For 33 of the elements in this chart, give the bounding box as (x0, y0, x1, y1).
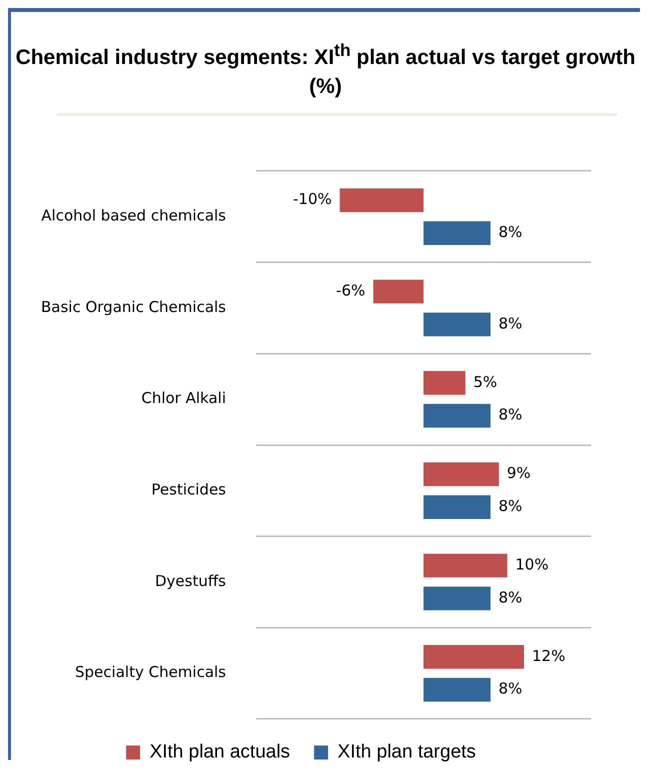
bar (424, 678, 490, 702)
data-label: 12% (532, 646, 566, 665)
data-label: -6% (336, 281, 366, 300)
data-label: 8% (498, 314, 522, 332)
y-tick-label: Alcohol based chemicals (41, 206, 226, 225)
bar (424, 221, 490, 245)
y-tick-label: Pesticides (151, 480, 226, 499)
chart-title: Chemical industry segments: XI$^{th}$ plan actual vs target growth (%) (14, 39, 636, 100)
bar (424, 495, 490, 519)
bar (424, 462, 499, 486)
legend-label: XIth plan actuals (150, 742, 290, 763)
data-label: 8% (498, 496, 522, 515)
bar (424, 554, 508, 578)
legend-label: XIth plan targets (338, 742, 476, 763)
data-label: 8% (498, 222, 522, 241)
bar (424, 404, 490, 428)
data-label: 8% (498, 406, 522, 424)
data-label: -10% (292, 190, 332, 208)
y-tick-label: Specialty Chemicals (75, 663, 226, 682)
data-label: 9% (506, 464, 531, 482)
bar (340, 188, 424, 212)
bar (373, 280, 424, 304)
data-label: 5% (473, 372, 498, 391)
data-label: 8% (498, 680, 522, 698)
data-label: 8% (498, 588, 522, 606)
y-tick-label: Chlor Alkali (141, 389, 226, 408)
y-tick-label: Basic Organic Chemicals (40, 298, 226, 316)
bar (424, 371, 466, 395)
data-label: 10% (515, 555, 549, 574)
bar (424, 312, 490, 336)
y-tick-label: Dyestuffs (154, 572, 226, 590)
bar (424, 645, 524, 669)
bar (424, 586, 490, 610)
